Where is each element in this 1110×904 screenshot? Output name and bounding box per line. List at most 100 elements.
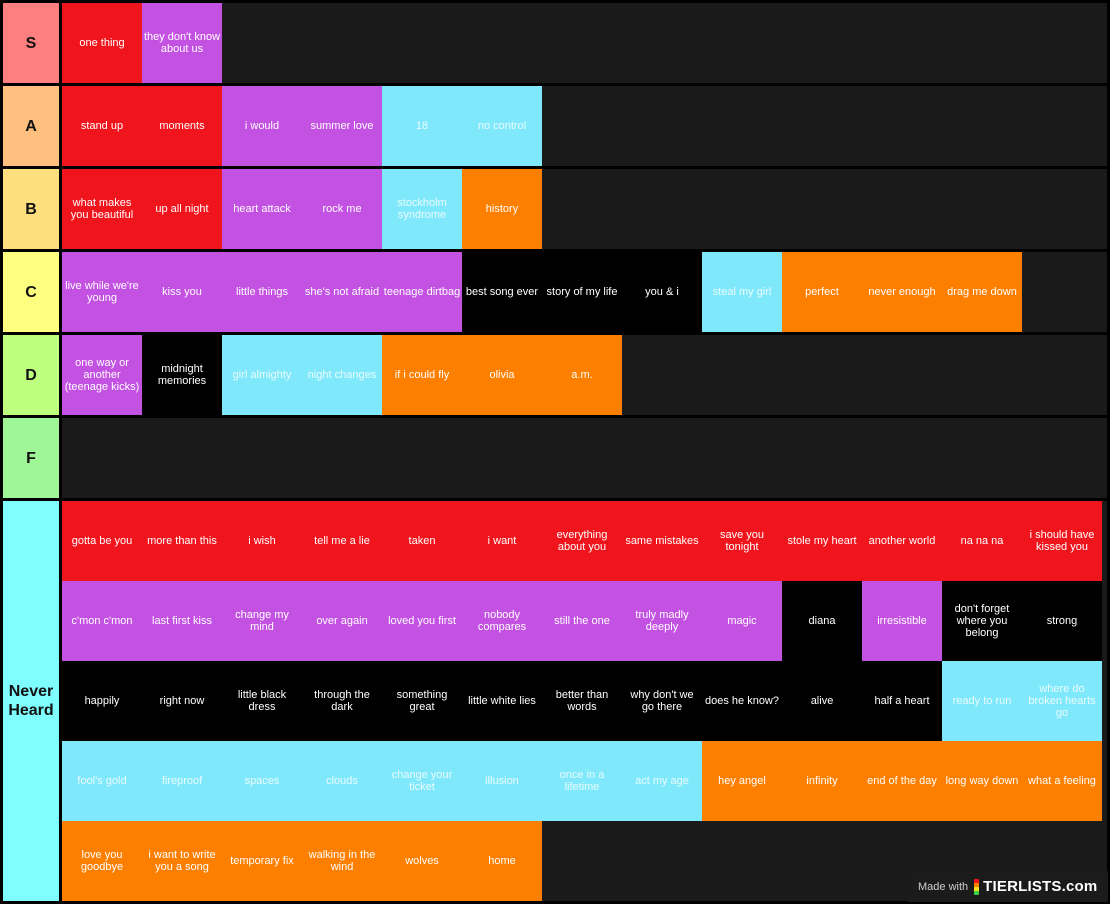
tier-item[interactable]: everything about you [542,501,622,581]
tier-label-s[interactable]: S [3,3,59,83]
tier-item[interactable]: story of my life [542,252,622,332]
tier-item[interactable]: illusion [462,741,542,821]
tier-item[interactable]: once in a lifetime [542,741,622,821]
tier-item[interactable]: half a heart [862,661,942,741]
tier-item[interactable]: wolves [382,821,462,901]
tier-label-f[interactable]: F [3,418,59,498]
tier-item[interactable]: hey angel [702,741,782,821]
tier-item[interactable]: truly madly deeply [622,581,702,661]
tier-item[interactable]: infinity [782,741,862,821]
tier-item[interactable]: long way down [942,741,1022,821]
tier-item[interactable]: perfect [782,252,862,332]
tier-item[interactable]: if i could fly [382,335,462,415]
tier-item[interactable]: last first kiss [142,581,222,661]
tier-item[interactable]: no control [462,86,542,166]
tier-item[interactable]: never enough [862,252,942,332]
tier-item[interactable]: a.m. [542,335,622,415]
tier-row-s[interactable] [62,3,1107,83]
tier-item[interactable]: little white lies [462,661,542,741]
tier-item[interactable]: diana [782,581,862,661]
tier-item[interactable]: midnight memories [142,335,222,415]
tier-item[interactable]: same mistakes [622,501,702,581]
tier-label-d[interactable]: D [3,335,59,415]
tier-item[interactable]: fool's gold [62,741,142,821]
tier-item[interactable]: stole my heart [782,501,862,581]
tier-item[interactable]: na na na [942,501,1022,581]
tier-item[interactable]: why don't we go there [622,661,702,741]
tier-item[interactable]: one way or another (teenage kicks) [62,335,142,415]
tier-item[interactable]: temporary fix [222,821,302,901]
tier-item[interactable]: one thing [62,3,142,83]
tier-item[interactable]: gotta be you [62,501,142,581]
tier-item[interactable]: love you goodbye [62,821,142,901]
tier-item[interactable]: history [462,169,542,249]
tier-label-b[interactable]: B [3,169,59,249]
tier-item[interactable]: little black dress [222,661,302,741]
tier-item[interactable]: change your ticket [382,741,462,821]
tier-item[interactable]: irresistible [862,581,942,661]
tier-item[interactable]: walking in the wind [302,821,382,901]
tier-item[interactable]: ready to run [942,661,1022,741]
tier-item[interactable]: i want to write you a song [142,821,222,901]
tier-item[interactable]: something great [382,661,462,741]
tier-label-a[interactable]: A [3,86,59,166]
tier-item[interactable]: best song ever [462,252,542,332]
tier-item[interactable]: moments [142,86,222,166]
tier-item[interactable]: home [462,821,542,901]
tier-item[interactable]: nobody compares [462,581,542,661]
tier-item[interactable]: taken [382,501,462,581]
tier-item[interactable]: more than this [142,501,222,581]
tier-item[interactable]: over again [302,581,382,661]
tier-item[interactable]: summer love [302,86,382,166]
tier-item[interactable]: fireproof [142,741,222,821]
tier-item[interactable]: up all night [142,169,222,249]
tier-item[interactable]: live while we're young [62,252,142,332]
tier-item[interactable]: i would [222,86,302,166]
tier-item[interactable]: kiss you [142,252,222,332]
tier-item[interactable]: little things [222,252,302,332]
tier-item[interactable]: 18 [382,86,462,166]
tier-item[interactable]: does he know? [702,661,782,741]
tier-item[interactable]: i should have kissed you [1022,501,1102,581]
tier-item[interactable]: girl almighty [222,335,302,415]
tier-item[interactable]: stand up [62,86,142,166]
tier-item[interactable]: right now [142,661,222,741]
tier-item[interactable]: clouds [302,741,382,821]
tier-item[interactable]: loved you first [382,581,462,661]
tier-item[interactable]: strong [1022,581,1102,661]
tier-item[interactable]: you & i [622,252,702,332]
tier-item[interactable]: heart attack [222,169,302,249]
tier-item[interactable]: tell me a lie [302,501,382,581]
tier-item[interactable]: night changes [302,335,382,415]
tier-item[interactable]: they don't know about us [142,3,222,83]
tier-item[interactable]: olivia [462,335,542,415]
tier-row-f[interactable] [62,418,1107,498]
tier-item[interactable]: i wish [222,501,302,581]
tier-item[interactable]: steal my girl [702,252,782,332]
tier-item[interactable]: better than words [542,661,622,741]
tier-item[interactable]: she's not afraid [302,252,382,332]
tier-item[interactable]: what a feeling [1022,741,1102,821]
tier-item[interactable]: don't forget where you belong [942,581,1022,661]
tier-item[interactable]: stockholm syndrome [382,169,462,249]
tier-item[interactable]: through the dark [302,661,382,741]
tier-item[interactable]: alive [782,661,862,741]
tier-item[interactable]: teenage dirtbag [382,252,462,332]
tier-item[interactable]: spaces [222,741,302,821]
tier-item[interactable]: act my age [622,741,702,821]
watermark[interactable]: Made with TIERLISTS.com [908,871,1108,902]
tier-label-c[interactable]: C [3,252,59,332]
tier-item[interactable]: save you tonight [702,501,782,581]
tier-label-never-heard[interactable]: Never Heard [3,501,59,901]
tier-item[interactable]: drag me down [942,252,1022,332]
tier-item[interactable]: where do broken hearts go [1022,661,1102,741]
tier-item[interactable]: end of the day [862,741,942,821]
tier-item[interactable]: change my mind [222,581,302,661]
tier-item[interactable]: rock me [302,169,382,249]
tier-item[interactable]: magic [702,581,782,661]
tier-item[interactable]: happily [62,661,142,741]
tier-item[interactable]: c'mon c'mon [62,581,142,661]
tier-item[interactable]: what makes you beautiful [62,169,142,249]
tier-item[interactable]: still the one [542,581,622,661]
tier-item[interactable]: another world [862,501,942,581]
